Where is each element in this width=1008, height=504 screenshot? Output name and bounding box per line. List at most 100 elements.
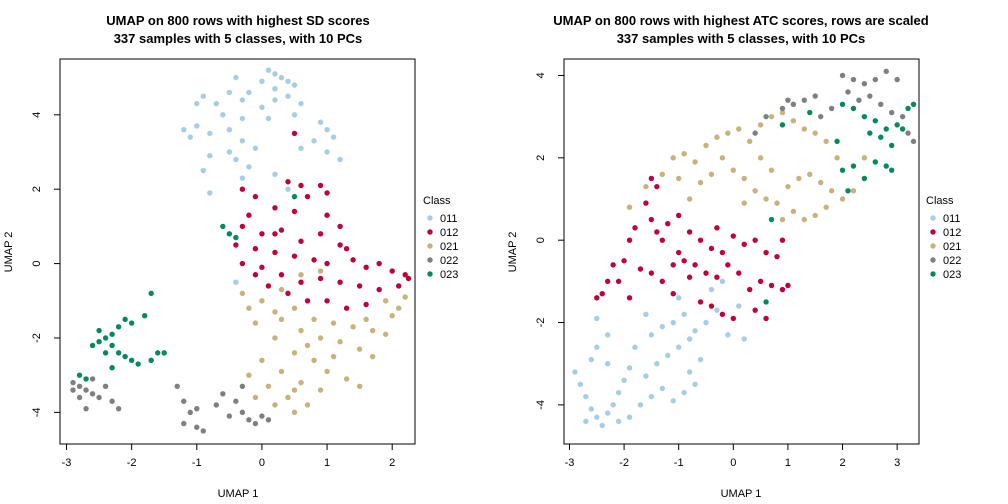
data-point-class-021	[779, 109, 786, 116]
data-point-class-021	[324, 368, 330, 375]
data-point-class-011	[317, 119, 324, 125]
data-point-class-011	[725, 332, 731, 338]
data-point-class-022	[899, 113, 906, 120]
data-point-class-011	[594, 344, 600, 350]
data-point-class-021	[285, 394, 291, 401]
data-point-class-011	[259, 78, 265, 85]
data-point-class-012	[343, 246, 350, 252]
legend-title: Class	[423, 195, 451, 207]
data-point-class-012	[725, 262, 731, 268]
data-point-class-023	[872, 159, 879, 165]
data-point-class-022	[785, 97, 791, 103]
data-point-class-021	[746, 138, 753, 145]
data-point-class-011	[226, 149, 233, 155]
data-point-class-012	[265, 283, 272, 289]
data-point-class-011	[272, 97, 278, 103]
data-point-class-012	[324, 298, 330, 304]
data-point-class-023	[291, 193, 298, 200]
data-point-class-011	[324, 126, 330, 133]
data-point-class-011	[604, 410, 611, 416]
data-point-class-021	[298, 327, 304, 334]
data-point-class-012	[278, 272, 285, 278]
data-point-class-012	[637, 266, 644, 272]
data-point-class-023	[141, 312, 148, 319]
data-point-class-021	[291, 305, 298, 311]
data-point-class-021	[708, 171, 715, 177]
data-point-class-021	[839, 196, 846, 202]
data-point-class-011	[681, 311, 687, 317]
data-point-class-023	[878, 134, 884, 140]
data-point-class-011	[692, 381, 698, 387]
data-point-class-021	[304, 342, 311, 349]
data-point-class-012	[285, 290, 291, 297]
data-point-class-022	[839, 72, 846, 79]
data-point-class-022	[888, 109, 895, 116]
data-point-class-023	[83, 376, 89, 382]
data-point-class-023	[839, 167, 846, 173]
data-point-class-022	[187, 409, 193, 416]
data-point-class-022	[181, 420, 187, 427]
data-point-class-012	[324, 190, 330, 196]
data-point-class-011	[207, 190, 213, 196]
data-point-class-023	[807, 109, 813, 116]
data-point-class-023	[96, 327, 102, 334]
data-point-class-012	[675, 249, 682, 256]
data-point-class-012	[252, 272, 259, 278]
legend-entry-023: 023	[440, 269, 458, 281]
chart-title: UMAP on 800 rows with highest SD scores	[106, 13, 369, 28]
data-point-class-012	[285, 179, 291, 185]
data-point-class-022	[213, 402, 220, 408]
data-point-class-011	[648, 393, 655, 400]
data-point-class-021	[659, 171, 666, 177]
x-tick-label: -2	[619, 457, 629, 469]
data-point-class-021	[703, 142, 709, 149]
data-point-class-021	[298, 272, 304, 278]
data-point-class-011	[632, 344, 638, 350]
data-point-class-011	[675, 295, 682, 301]
data-point-class-011	[298, 100, 304, 107]
data-point-class-023	[888, 167, 895, 173]
legend-entry-021: 021	[440, 241, 458, 253]
plot-frame	[563, 58, 920, 445]
data-point-class-022	[239, 383, 246, 390]
data-point-class-011	[659, 323, 666, 330]
data-point-class-023	[850, 163, 857, 169]
data-point-class-012	[337, 279, 343, 285]
data-point-class-012	[768, 282, 775, 289]
data-point-class-012	[376, 286, 382, 293]
data-point-class-012	[389, 268, 395, 274]
data-point-class-022	[226, 413, 233, 419]
data-point-class-012	[311, 257, 317, 263]
data-point-class-021	[272, 402, 278, 408]
x-tick-label: 2	[839, 457, 845, 469]
data-point-class-021	[763, 196, 769, 202]
data-point-class-011	[583, 418, 589, 425]
y-tick-label: 4	[31, 112, 43, 118]
data-point-class-012	[291, 253, 298, 259]
data-point-class-012	[239, 223, 246, 230]
data-point-class-023	[763, 299, 769, 305]
data-point-class-012	[396, 283, 402, 289]
data-point-class-012	[686, 229, 693, 235]
x-tick-label: -3	[565, 457, 575, 469]
data-point-class-012	[259, 231, 265, 237]
data-point-class-011	[239, 97, 246, 103]
data-point-class-012	[681, 258, 687, 264]
data-point-class-012	[686, 274, 693, 280]
data-point-class-011	[226, 89, 233, 96]
data-point-class-012	[697, 299, 704, 305]
data-point-class-011	[643, 373, 649, 379]
data-point-class-021	[402, 294, 408, 300]
data-point-class-021	[291, 409, 298, 416]
data-point-class-021	[768, 113, 775, 120]
data-point-class-012	[648, 216, 655, 223]
data-point-class-021	[278, 316, 285, 323]
data-point-class-022	[861, 81, 868, 87]
data-point-class-022	[174, 383, 180, 390]
data-point-class-022	[89, 391, 96, 397]
data-point-class-012	[324, 260, 330, 267]
data-point-class-021	[330, 353, 337, 360]
data-point-class-011	[692, 328, 698, 334]
data-point-class-022	[200, 428, 207, 434]
data-point-class-021	[350, 324, 356, 330]
